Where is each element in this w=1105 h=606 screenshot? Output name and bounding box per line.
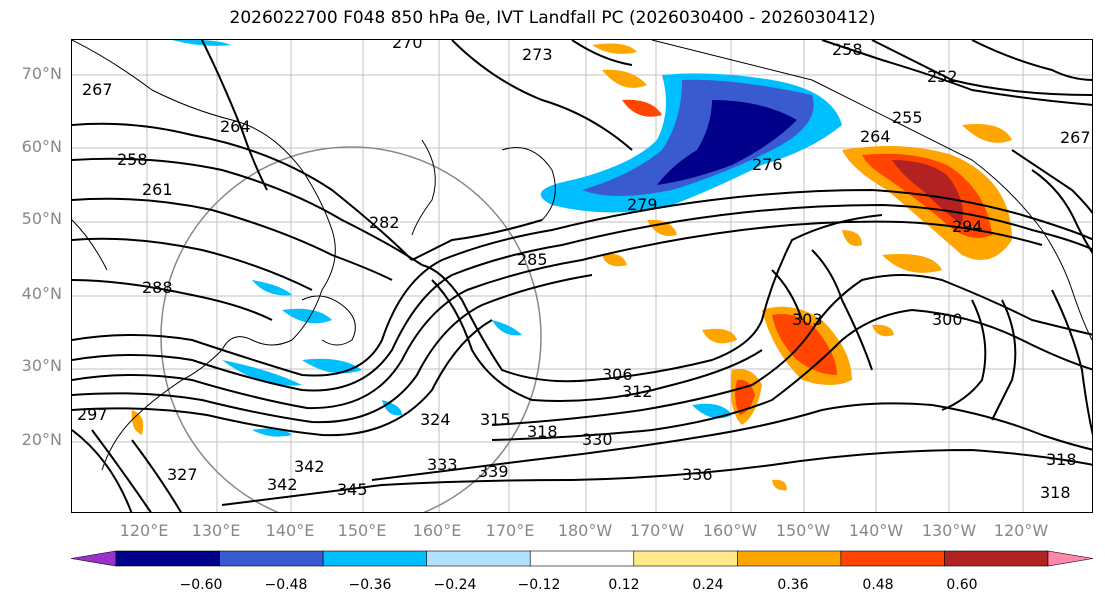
lat-label-30n: 30°N (21, 356, 62, 375)
colorbar-tick: −0.48 (264, 577, 308, 593)
positive-pc-shading (131, 43, 1012, 491)
colorbar-tick: 0.12 (608, 577, 640, 593)
colorbar-segment (737, 550, 842, 567)
colorbar-segment (840, 550, 945, 567)
lon-label-170w: 170°W (629, 521, 685, 540)
contour-label: 297 (77, 405, 108, 424)
contour-label: 294 (952, 217, 983, 236)
contour-label: 330 (582, 430, 613, 449)
lon-label-120e: 120°E (119, 521, 169, 540)
colorbar-segment (944, 550, 1049, 567)
map-panel: 270 273 267 264 258 261 282 285 279 276 … (71, 39, 1093, 513)
lat-label-20n: 20°N (21, 430, 62, 449)
lat-label-40n: 40°N (21, 284, 62, 303)
contour-label: 333 (427, 455, 458, 474)
colorbar-segment (115, 550, 220, 567)
contour-label: 252 (927, 67, 958, 86)
contour-label: 303 (792, 310, 823, 329)
contour-label: 282 (369, 213, 400, 232)
contour-label: 258 (117, 150, 148, 169)
contour-label: 315 (480, 410, 511, 429)
lon-label-150e: 150°E (337, 521, 387, 540)
contour-label: 267 (82, 80, 113, 99)
lon-label-140w: 140°W (848, 521, 904, 540)
colorbar-tick: −0.36 (348, 577, 392, 593)
lon-label-140e: 140°E (265, 521, 315, 540)
coastlines (72, 40, 1092, 471)
lon-label-180w: 180°W (557, 521, 613, 540)
colorbar-segment (633, 550, 738, 567)
contour-label: 318 (1046, 450, 1077, 469)
contour-label: 288 (142, 278, 173, 297)
colorbar-tick: −0.60 (179, 577, 223, 593)
contour-label: 258 (832, 40, 863, 59)
contour-label: 318 (1040, 483, 1071, 502)
colorbar-tick: 0.24 (692, 577, 724, 593)
contour-label: 324 (420, 410, 451, 429)
lon-label-160e: 160°E (412, 521, 462, 540)
contour-label: 270 (392, 40, 423, 52)
contour-label: 285 (517, 250, 548, 269)
contour-label: 339 (478, 462, 509, 481)
contour-label: 342 (294, 457, 325, 476)
contour-label: 318 (527, 422, 558, 441)
contour-label: 273 (522, 45, 553, 64)
lon-label-160w: 160°W (702, 521, 758, 540)
colorbar-segment (426, 550, 531, 567)
lon-label-130w: 130°W (921, 521, 977, 540)
contour-label: 336 (682, 465, 713, 484)
contour-label: 261 (142, 180, 173, 199)
contour-label: 306 (602, 365, 633, 384)
contour-label: 267 (1060, 128, 1091, 147)
lat-label-70n: 70°N (21, 64, 62, 83)
map-svg: 270 273 267 264 258 261 282 285 279 276 … (72, 40, 1092, 512)
map-title: 2026022700 F048 850 hPa θe, IVT Landfall… (229, 8, 876, 28)
contour-label-group: 270 273 267 264 258 261 282 285 279 276 … (77, 40, 1091, 502)
colorbar-extend-low (70, 550, 117, 567)
contour-label: 276 (752, 155, 783, 174)
lat-label-50n: 50°N (21, 209, 62, 228)
contour-label: 342 (267, 475, 298, 494)
colorbar-segment (322, 550, 427, 567)
colorbar-tick: 0.60 (946, 577, 978, 593)
contour-label: 279 (627, 195, 658, 214)
colorbar-tick: 0.48 (862, 577, 894, 593)
colorbar-extend-high (1047, 550, 1094, 567)
contour-label: 312 (622, 382, 653, 401)
contour-label: 327 (167, 465, 198, 484)
contour-label: 345 (337, 480, 368, 499)
contour-label: 255 (892, 108, 923, 127)
lat-label-60n: 60°N (21, 137, 62, 156)
lon-label-120w: 120°W (993, 521, 1049, 540)
lon-label-150w: 150°W (775, 521, 831, 540)
lon-label-170e: 170°E (485, 521, 535, 540)
colorbar-tick: −0.12 (517, 577, 561, 593)
range-circle (160, 146, 542, 512)
colorbar-tick: −0.24 (433, 577, 477, 593)
lon-label-130e: 130°E (191, 521, 241, 540)
colorbar-segment (219, 550, 324, 567)
colorbar-tick: 0.36 (777, 577, 809, 593)
contour-label: 300 (932, 310, 963, 329)
colorbar (70, 550, 1094, 567)
contour-label: 264 (860, 127, 891, 146)
theta-e-contours (72, 40, 1092, 512)
negative-pc-shading (172, 40, 842, 437)
colorbar-segment (529, 550, 635, 567)
contour-label: 264 (220, 117, 251, 136)
